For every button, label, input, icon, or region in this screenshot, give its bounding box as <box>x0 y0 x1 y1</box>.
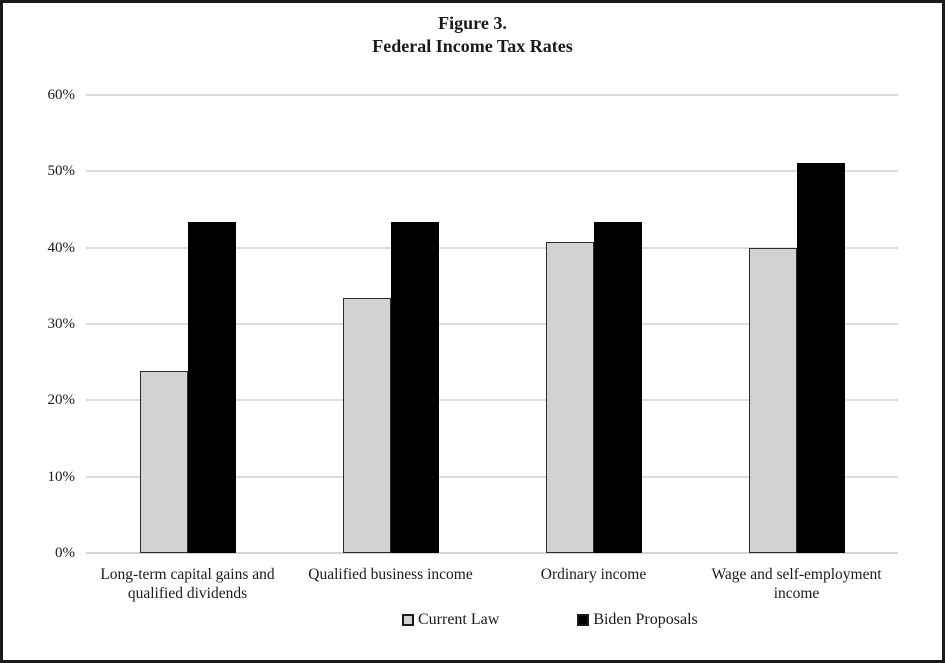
figure-title: Figure 3. Federal Income Tax Rates <box>3 12 942 58</box>
y-tick-label: 30% <box>47 316 76 332</box>
figure-label: Figure 3. <box>438 13 507 33</box>
y-tick-label: 20% <box>47 392 76 409</box>
bar-biden-proposals <box>796 162 845 553</box>
bar-current-law <box>139 371 188 553</box>
gridline <box>86 475 898 478</box>
bar-current-law <box>342 298 391 553</box>
bar-biden-proposals <box>187 221 236 553</box>
bar-biden-proposals <box>390 221 439 553</box>
category-label: Long-term capital gains and qualified di… <box>100 566 275 602</box>
legend-swatch-current-law <box>402 614 414 626</box>
legend-swatch-biden-proposals <box>577 614 590 626</box>
y-tick-label: 60% <box>47 87 76 103</box>
y-tick-label: 50% <box>47 163 76 180</box>
category-label: Qualified business income <box>308 566 473 583</box>
gridline <box>86 399 898 402</box>
y-tick-label: 0% <box>55 545 75 561</box>
legend-label: Current Law <box>418 611 500 628</box>
bar-current-law <box>545 241 594 553</box>
chart-title: Federal Income Tax Rates <box>372 36 573 56</box>
category-label: Ordinary income <box>540 566 647 583</box>
gridline <box>86 323 898 325</box>
category-label: Wage and self-employment income <box>711 566 882 602</box>
legend-item-biden-proposals: Biden Proposals <box>577 611 698 629</box>
bar-current-law <box>748 247 797 553</box>
y-tick-label: 10% <box>47 468 76 485</box>
gridline <box>86 94 898 96</box>
gridline <box>86 170 898 173</box>
legend-item-current-law: Current Law <box>402 611 499 629</box>
x-axis-line <box>86 552 898 554</box>
bar-biden-proposals <box>593 221 642 553</box>
y-tick-label: 40% <box>47 239 76 256</box>
gridline <box>86 246 898 249</box>
legend-label: Biden Proposals <box>593 611 698 628</box>
legend: Current Law Biden Proposals <box>402 611 698 629</box>
